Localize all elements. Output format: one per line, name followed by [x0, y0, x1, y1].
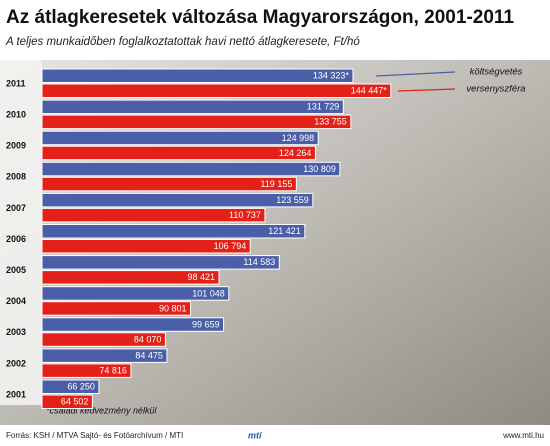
y-tick-label: 2002 — [6, 358, 26, 368]
value-label: 123 559 — [276, 195, 309, 205]
bar — [41, 286, 230, 301]
bar — [41, 192, 314, 208]
y-tick-label: 2007 — [6, 203, 26, 213]
legend-pointer — [375, 71, 456, 77]
value-label: 110 737 — [229, 210, 261, 220]
source: Forrás: KSH / MTVA Sajtó- és Fotóarchívu… — [6, 431, 183, 440]
bar — [41, 363, 132, 378]
value-label: 106 794 — [214, 241, 247, 251]
logo: mti — [248, 430, 262, 440]
bar — [41, 176, 297, 192]
bar — [41, 379, 100, 394]
value-label: 98 421 — [187, 272, 215, 282]
y-tick-label: 2009 — [6, 141, 26, 151]
bar — [41, 239, 251, 254]
chart-subtitle: A teljes munkaidőben foglalkoztatottak h… — [5, 36, 360, 48]
value-label: 66 250 — [67, 382, 95, 392]
value-label: 114 583 — [243, 257, 275, 267]
bar — [41, 255, 280, 270]
bar — [41, 224, 306, 239]
legend-label: költségvetés — [470, 67, 523, 78]
y-tick-label: 2004 — [6, 296, 26, 306]
website: www.mti.hu — [502, 431, 544, 440]
y-tick-label: 2005 — [6, 265, 26, 275]
value-label: 144 447* — [351, 86, 388, 96]
note: *családi kedvezmény nélkül — [46, 405, 158, 415]
value-label: 99 659 — [192, 319, 220, 329]
bar — [41, 83, 392, 98]
value-label: 124 998 — [282, 133, 315, 143]
value-label: 134 323* — [313, 71, 350, 81]
bar — [41, 114, 352, 130]
bar — [41, 68, 354, 83]
y-tick-label: 2003 — [6, 327, 26, 337]
y-tick-label: 2006 — [6, 234, 26, 244]
bar — [41, 301, 192, 316]
value-label: 84 475 — [135, 350, 163, 360]
value-label: 101 048 — [192, 288, 225, 298]
value-label: 119 155 — [260, 179, 292, 189]
bar — [41, 99, 344, 115]
bar — [41, 317, 225, 332]
y-tick-label: 2001 — [6, 389, 26, 399]
year-panel — [0, 60, 42, 405]
legend-label: versenyszféra — [466, 84, 525, 95]
value-label: 124 264 — [279, 148, 312, 158]
value-label: 90 801 — [159, 303, 187, 313]
value-label: 121 421 — [268, 226, 301, 236]
chart-title: Az átlagkeresetek változása Magyarország… — [6, 7, 514, 28]
bar — [41, 348, 168, 363]
bar — [41, 161, 341, 177]
bar — [41, 270, 220, 285]
bar — [41, 130, 319, 146]
bar — [41, 332, 166, 347]
value-label: 131 729 — [307, 102, 340, 112]
footer — [0, 426, 550, 446]
legend-pointer — [397, 88, 456, 92]
bar — [41, 145, 316, 161]
bar — [41, 394, 93, 409]
y-tick-label: 2008 — [6, 172, 26, 182]
value-label: 64 502 — [61, 397, 89, 407]
value-label: 84 070 — [134, 334, 162, 344]
value-label: 130 809 — [303, 164, 336, 174]
value-label: 133 755 — [314, 117, 347, 127]
y-tick-label: 2010 — [6, 109, 26, 119]
bar — [41, 207, 266, 223]
value-label: 74 816 — [99, 365, 127, 375]
y-tick-label: 2011 — [6, 78, 26, 88]
